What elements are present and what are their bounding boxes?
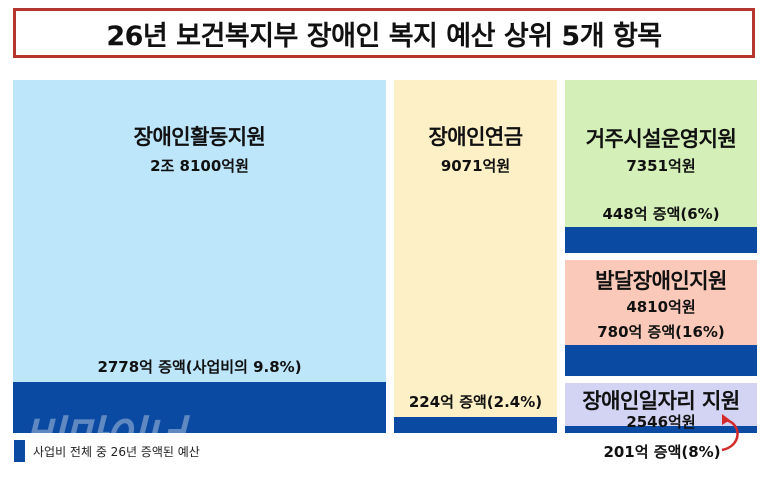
tile-pension	[394, 80, 557, 433]
tile-name-activity-support: 장애인활동지원	[133, 125, 266, 149]
tile-name-employment-support: 장애인일자리 지원	[582, 389, 740, 413]
tile-residential-facility	[565, 80, 757, 253]
chart-title: 26년 보건복지부 장애인 복지 예산 상위 5개 항목	[13, 8, 755, 58]
tile-increase-residential-facility: 448억 증액(6%)	[602, 205, 720, 223]
legend: 사업비 전체 중 26년 증액된 예산	[14, 440, 200, 462]
tile-amount-pension: 9071억원	[440, 157, 511, 175]
increase-bar-developmental-disability	[565, 345, 757, 376]
tile-employment-support	[565, 383, 757, 433]
tile-increase-developmental-disability: 780억 증액(16%)	[597, 323, 725, 341]
increase-bar-activity-support	[13, 382, 386, 433]
increase-bar-residential-facility	[565, 227, 757, 253]
tile-increase-employment-support: 201억 증액(8%)	[592, 441, 732, 462]
tile-increase-activity-support: 2778억 증액(사업비의 9.8%)	[97, 358, 302, 376]
tile-name-pension: 장애인연금	[428, 125, 523, 149]
tile-name-developmental-disability: 발달장애인지원	[595, 269, 727, 293]
increase-bar-pension	[394, 417, 557, 433]
increase-bar-employment-support	[565, 426, 757, 433]
tile-name-residential-facility: 거주시설운영지원	[585, 127, 737, 151]
legend-swatch	[14, 440, 25, 462]
tile-increase-pension: 224억 증액(2.4%)	[408, 393, 543, 411]
tile-activity-support	[13, 80, 386, 433]
tile-amount-residential-facility: 7351억원	[626, 157, 696, 175]
tile-amount-employment-support: 2546억원	[626, 413, 696, 431]
curved-arrow-icon	[721, 414, 739, 452]
tile-amount-developmental-disability: 4810억원	[626, 298, 696, 316]
tile-amount-activity-support: 2조 8100억원	[150, 157, 249, 175]
legend-label: 사업비 전체 중 26년 증액된 예산	[33, 444, 200, 459]
